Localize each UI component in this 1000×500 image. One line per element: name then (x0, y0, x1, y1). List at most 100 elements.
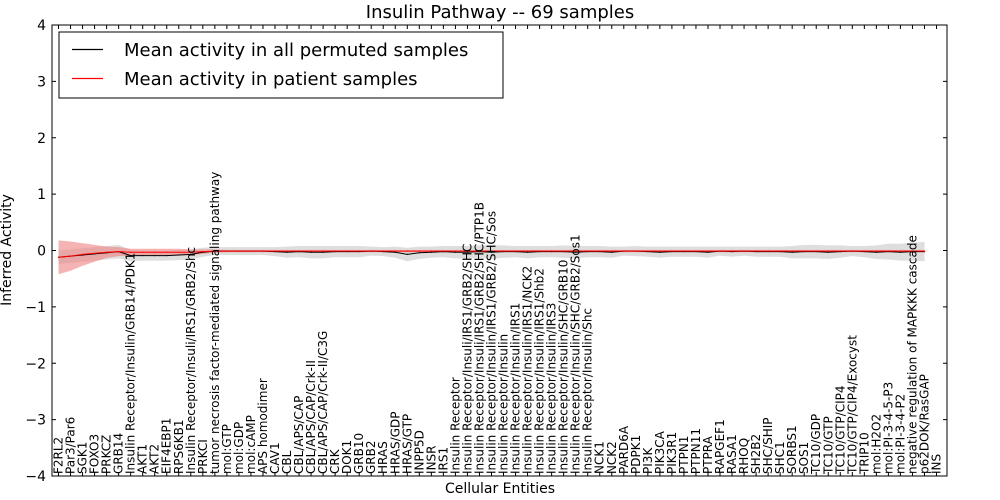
point-series-1-69 (887, 250, 890, 252)
point-series-1-67 (863, 250, 865, 252)
x-tick-label: Insulin Receptor/Insulin/GRB14/PDK1 (124, 253, 138, 474)
point-series-1-64 (827, 250, 829, 252)
x-tick-label: TC10/GTP (821, 416, 835, 475)
point-series-0-54 (707, 251, 709, 253)
x-axis-ticks (58, 25, 937, 476)
band-series-0 (58, 242, 925, 264)
x-axis-tick-labels: F2RL2Par3/Par6SGK1FOXO3PRKCZGRB14Insulin… (52, 172, 944, 475)
point-series-0-61 (791, 251, 793, 253)
x-tick-label: Insulin Receptor/Insulin/IRS1 (509, 303, 523, 474)
x-tick-label: RASA1 (725, 434, 739, 474)
point-series-1-16 (250, 250, 252, 252)
point-series-0-28 (394, 251, 396, 253)
x-tick-label: CAV1 (268, 442, 282, 474)
point-series-1-24 (346, 250, 348, 252)
point-series-1-39 (527, 250, 529, 252)
x-tick-label: RAPGEF1 (713, 419, 727, 474)
x-tick-label: TC10/GTP/CIP4 (833, 385, 847, 475)
x-tick-label: RHOQ (737, 438, 751, 474)
point-series-1-47 (623, 250, 625, 252)
point-series-0-33 (454, 251, 456, 253)
series-lines (57, 250, 926, 258)
point-series-1-6 (130, 251, 132, 253)
x-tick-label: Insulin Receptor (448, 377, 462, 474)
point-series-1-57 (743, 250, 745, 252)
x-tick-label: AKT2 (148, 444, 162, 474)
x-tick-label: mol:PI-3-4-5-P3 (881, 382, 895, 474)
point-series-0-64 (827, 251, 829, 253)
point-series-0-34 (466, 251, 468, 253)
x-tick-label: GRB14 (112, 433, 126, 474)
point-series-0-39 (527, 251, 529, 253)
point-series-1-18 (274, 250, 276, 252)
point-series-1-3 (94, 252, 96, 254)
x-axis-label: Cellular Entities (445, 481, 555, 497)
point-series-1-46 (611, 250, 613, 252)
point-series-0-6 (130, 255, 132, 257)
point-series-0-22 (322, 251, 324, 253)
point-series-0-50 (659, 251, 661, 253)
x-tick-label: PI3K (641, 447, 655, 474)
x-tick-label: INS (930, 454, 944, 474)
x-tick-label: mol:GDP (232, 422, 246, 474)
point-series-1-32 (442, 250, 444, 252)
point-series-0-19 (286, 251, 288, 253)
x-tick-label: Insulin Receptor/Insulin/SHC/GRB10 (557, 260, 571, 474)
point-series-0-70 (899, 251, 902, 253)
point-series-1-40 (539, 250, 541, 252)
x-tick-label: SORBS1 (785, 425, 799, 474)
x-tick-label: Insulin Receptor/Insulin/IRS3 (545, 303, 559, 474)
point-series-1-17 (262, 250, 264, 252)
x-tick-label: AKT1 (136, 444, 150, 474)
point-series-1-25 (358, 250, 360, 252)
point-series-0-68 (875, 251, 878, 253)
plot-frame (51, 24, 948, 477)
point-series-1-41 (551, 250, 553, 252)
point-series-1-71 (911, 250, 914, 252)
x-tick-label: GRB2 (364, 440, 378, 474)
point-series-1-26 (370, 250, 372, 252)
x-tick-label: PTPN1 (677, 436, 691, 474)
point-series-1-60 (779, 250, 781, 252)
x-tick-label: PIK3R1 (665, 432, 679, 474)
point-series-1-70 (899, 250, 902, 252)
point-series-1-65 (839, 250, 841, 252)
x-tick-label: CBL (280, 450, 294, 474)
point-series-1-11 (190, 251, 192, 253)
y-tick-label: −2 (25, 356, 46, 372)
x-tick-label: Insulin Receptor/Insulin/Shc (581, 308, 595, 474)
x-tick-label: INSR (424, 445, 438, 473)
point-series-1-23 (334, 250, 336, 252)
x-tick-label: Insulin Receptor/Insulin/SHC/GRB2/Sos1 (569, 234, 583, 474)
x-tick-label: mol:H2O2 (869, 414, 883, 474)
x-tick-label: IRS1 (436, 447, 450, 474)
x-tick-label: TC10/GTP/CIP4/Exocyst (845, 335, 859, 475)
y-tick-label: −1 (25, 300, 46, 316)
point-series-1-55 (719, 250, 721, 252)
x-tick-label: F2RL2 (52, 437, 66, 474)
point-series-1-44 (587, 250, 589, 252)
point-series-1-50 (659, 250, 661, 252)
x-tick-label: NCK1 (593, 441, 607, 474)
y-tick-label: 3 (37, 74, 46, 90)
x-tick-label: mol:cAMP (244, 415, 258, 474)
x-tick-label: tumor necrosis factor-mediated signaling… (208, 172, 222, 474)
point-series-1-61 (791, 250, 793, 252)
point-series-1-5 (118, 251, 120, 253)
y-axis-ticks: −4 −3 −2 −1 0 1 2 3 4 (25, 18, 947, 485)
y-axis-label: Inferred Activity (0, 194, 15, 306)
point-series-1-12 (202, 251, 204, 253)
x-tick-label: GRB10 (352, 433, 366, 474)
point-series-1-28 (394, 250, 396, 252)
x-tick-label: SHC/SHIP (761, 417, 775, 473)
point-series-1-72 (923, 250, 926, 252)
y-tick-label: −3 (25, 413, 46, 429)
x-tick-label: DOK1 (340, 440, 354, 474)
x-tick-label: negative regulation of MAPKKK cascade (905, 235, 919, 474)
legend: Mean activity in all permuted samples Me… (58, 31, 504, 99)
x-tick-label: CBL/APS/CAP/Crk-II (304, 360, 318, 474)
x-tick-label: CBL/APS/CAP (292, 396, 306, 474)
x-tick-label: TRIP10 (857, 432, 871, 475)
point-series-1-31 (430, 250, 432, 252)
x-tick-label: Insulin Receptor/Insulin/IRS1/Shb2 (533, 268, 547, 474)
